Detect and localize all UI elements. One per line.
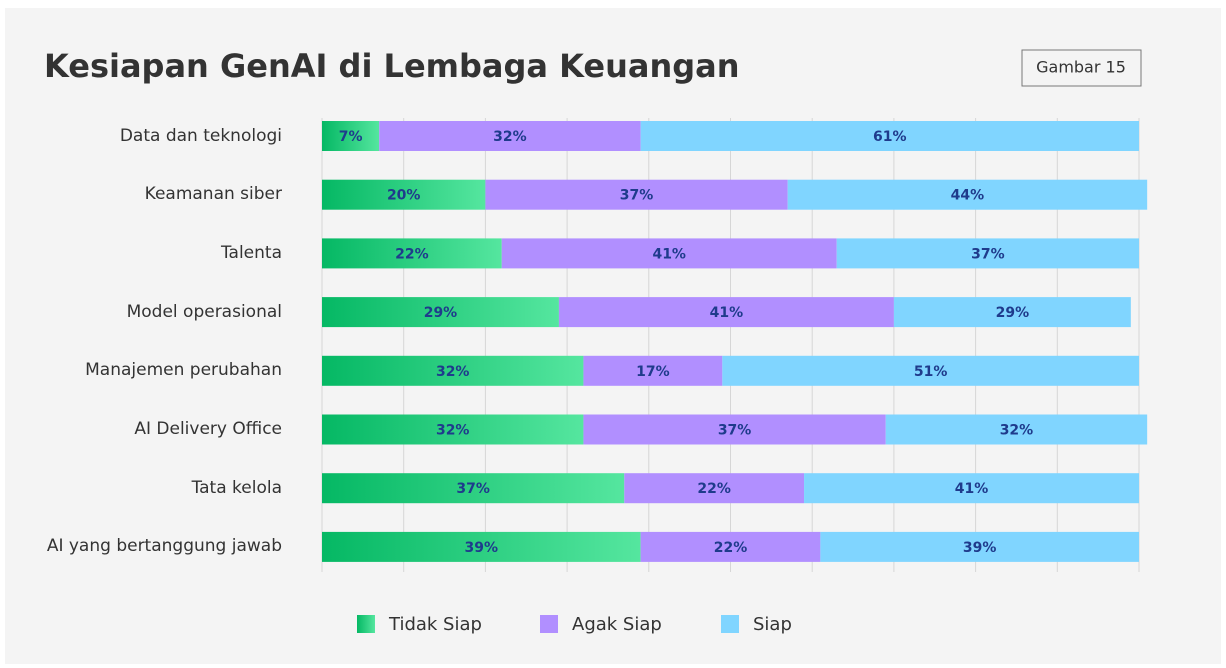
value-label: 44% (951, 188, 985, 204)
bar-segment (640, 121, 1139, 151)
value-label: 22% (714, 540, 748, 556)
value-label: 37% (620, 188, 654, 204)
bar-segment (379, 121, 641, 151)
value-label: 41% (955, 481, 989, 497)
bar-segment (322, 179, 486, 210)
value-label: 29% (424, 305, 458, 321)
value-label: 7% (339, 129, 363, 145)
chart-title: Kesiapan GenAI di Lembaga Keuangan (44, 47, 740, 85)
value-label: 32% (1000, 423, 1034, 439)
category-label: AI yang bertanggung jawab (46, 536, 282, 557)
legend-swatch (721, 615, 739, 633)
category-label: Talenta (220, 242, 282, 263)
category-label: Data dan teknologi (119, 125, 282, 146)
value-label: 39% (465, 540, 499, 556)
bar-segment (583, 414, 886, 445)
value-label: 61% (873, 129, 907, 145)
bar-segment (836, 238, 1139, 269)
legend-label: Siap (753, 614, 792, 635)
value-label: 29% (996, 305, 1030, 321)
category-label: AI Delivery Office (134, 419, 282, 439)
value-label: 32% (436, 423, 470, 439)
bar-segment (804, 473, 1139, 504)
bar-segment (893, 297, 1131, 328)
legend-label: Agak Siap (572, 614, 662, 635)
bar-segment (624, 473, 805, 504)
value-label: 32% (493, 129, 527, 145)
bar-segment (820, 531, 1139, 562)
value-label: 51% (914, 364, 948, 380)
bar-segment (322, 297, 559, 328)
category-label: Manajemen perubahan (85, 360, 282, 381)
category-label: Tata kelola (191, 477, 282, 498)
bar-segment (322, 238, 502, 269)
value-label: 37% (718, 423, 752, 439)
bar-segment (583, 355, 723, 386)
value-label: 17% (636, 364, 670, 380)
value-label: 39% (963, 540, 997, 556)
category-label: Keamanan siber (144, 184, 282, 205)
bar-segment (322, 473, 625, 504)
bar-segment (322, 531, 641, 562)
bar-segment (485, 179, 788, 210)
panel (5, 8, 1221, 664)
value-label: 37% (971, 246, 1005, 262)
bar-segment (885, 414, 1148, 445)
value-label: 41% (710, 305, 744, 321)
legend-swatch (357, 615, 375, 633)
legend-label: Tidak Siap (388, 614, 482, 635)
value-label: 41% (652, 246, 686, 262)
bar-segment (640, 531, 821, 562)
legend-swatch (540, 615, 558, 633)
category-label: Model operasional (126, 301, 282, 322)
annotation-box (1021, 49, 1142, 87)
bar-segment (322, 414, 584, 445)
value-label: 22% (697, 481, 731, 497)
value-label: 32% (436, 364, 470, 380)
annotation: Gambar 15 (1036, 58, 1126, 77)
bar-segment (501, 238, 837, 269)
value-label: 22% (395, 246, 429, 262)
bar-segment (322, 355, 584, 386)
bar-segment (722, 355, 1139, 386)
bar-segment (558, 297, 894, 328)
bar-segment (322, 121, 380, 151)
bar-segment (787, 179, 1148, 210)
value-label: 37% (456, 481, 490, 497)
value-label: 20% (387, 188, 421, 204)
